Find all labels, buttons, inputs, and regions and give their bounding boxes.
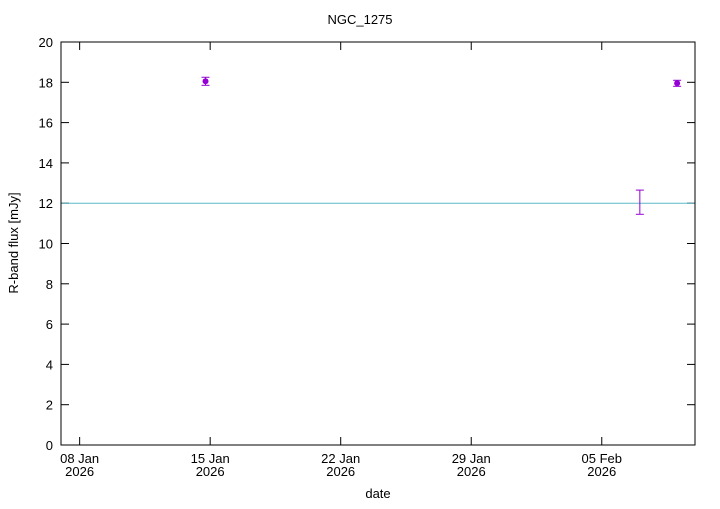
y-tick-label: 0 (46, 438, 53, 453)
x-tick-label: 05 Feb (582, 451, 622, 466)
y-tick-label: 2 (46, 398, 53, 413)
y-tick-label: 12 (39, 196, 53, 211)
y-tick-label: 6 (46, 317, 53, 332)
data-point (635, 189, 644, 215)
y-tick-label: 20 (39, 35, 53, 50)
data-point (201, 76, 210, 86)
x-tick-label: 22 Jan (321, 451, 360, 466)
y-tick-label: 8 (46, 277, 53, 292)
y-tick-label: 10 (39, 237, 53, 252)
chart-title: NGC_1275 (327, 12, 392, 27)
x-tick-label: 2026 (65, 464, 94, 479)
x-tick-label: 08 Jan (60, 451, 99, 466)
y-tick-label: 4 (46, 357, 53, 372)
x-axis-label: date (365, 486, 390, 501)
data-point (673, 79, 682, 87)
y-tick-label: 16 (39, 116, 53, 131)
y-tick-label: 18 (39, 75, 53, 90)
point (674, 80, 681, 87)
x-tick-label: 15 Jan (191, 451, 230, 466)
x-tick-label: 2026 (457, 464, 486, 479)
y-tick-label: 14 (39, 156, 53, 171)
plot-frame (60, 41, 696, 446)
x-tick-label: 2026 (587, 464, 616, 479)
x-tick-label: 29 Jan (452, 451, 491, 466)
point (202, 78, 209, 85)
x-tick-label: 2026 (196, 464, 225, 479)
x-tick-label: 2026 (326, 464, 355, 479)
y-axis-label: R-band flux [mJy] (6, 192, 21, 293)
